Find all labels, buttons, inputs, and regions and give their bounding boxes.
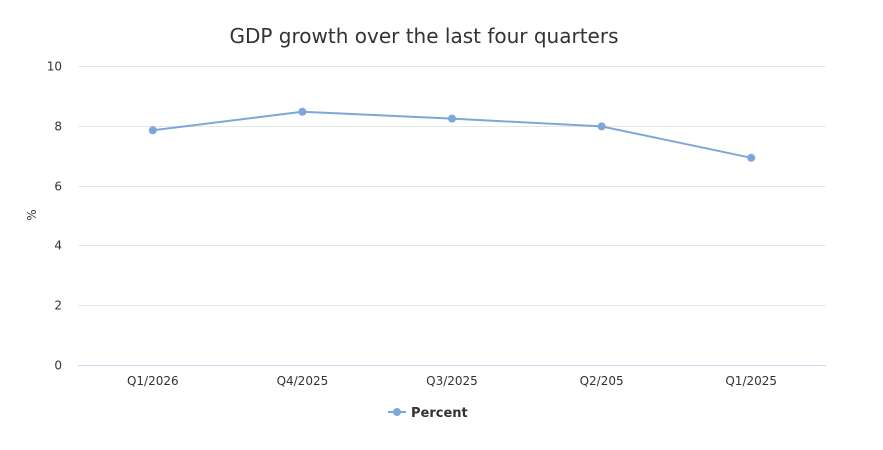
y-tick-label: 2	[54, 299, 62, 313]
series-layer	[148, 107, 756, 162]
x-tick-label: Q1/2025	[725, 374, 777, 388]
x-tick-label: Q4/2025	[277, 374, 329, 388]
y-tick-labels: 0 2 4 6 8 10	[47, 60, 62, 373]
x-tick-label: Q1/2026	[127, 374, 179, 388]
y-tick-label: 0	[54, 359, 62, 373]
data-point[interactable]	[298, 107, 307, 116]
y-tick-label: 8	[54, 120, 62, 134]
y-tick-label: 10	[47, 60, 62, 74]
data-point[interactable]	[747, 153, 756, 162]
legend-item-percent[interactable]: Percent	[411, 406, 468, 421]
grid-layer	[78, 66, 826, 366]
y-tick-label: 4	[54, 239, 62, 253]
x-tick-labels: Q1/2026 Q4/2025 Q3/2025 Q2/205 Q1/2025	[127, 374, 777, 388]
legend[interactable]: Percent	[388, 406, 468, 421]
chart-title: GDP growth over the last four quarters	[229, 24, 618, 48]
data-point[interactable]	[148, 126, 157, 135]
y-axis-label: %	[25, 209, 39, 220]
legend-marker-symbol	[393, 408, 401, 416]
y-tick-label: 6	[54, 180, 62, 194]
data-point[interactable]	[597, 122, 606, 131]
x-tick-label: Q3/2025	[426, 374, 478, 388]
data-point[interactable]	[448, 114, 456, 123]
x-tick-label: Q2/205	[580, 374, 624, 388]
